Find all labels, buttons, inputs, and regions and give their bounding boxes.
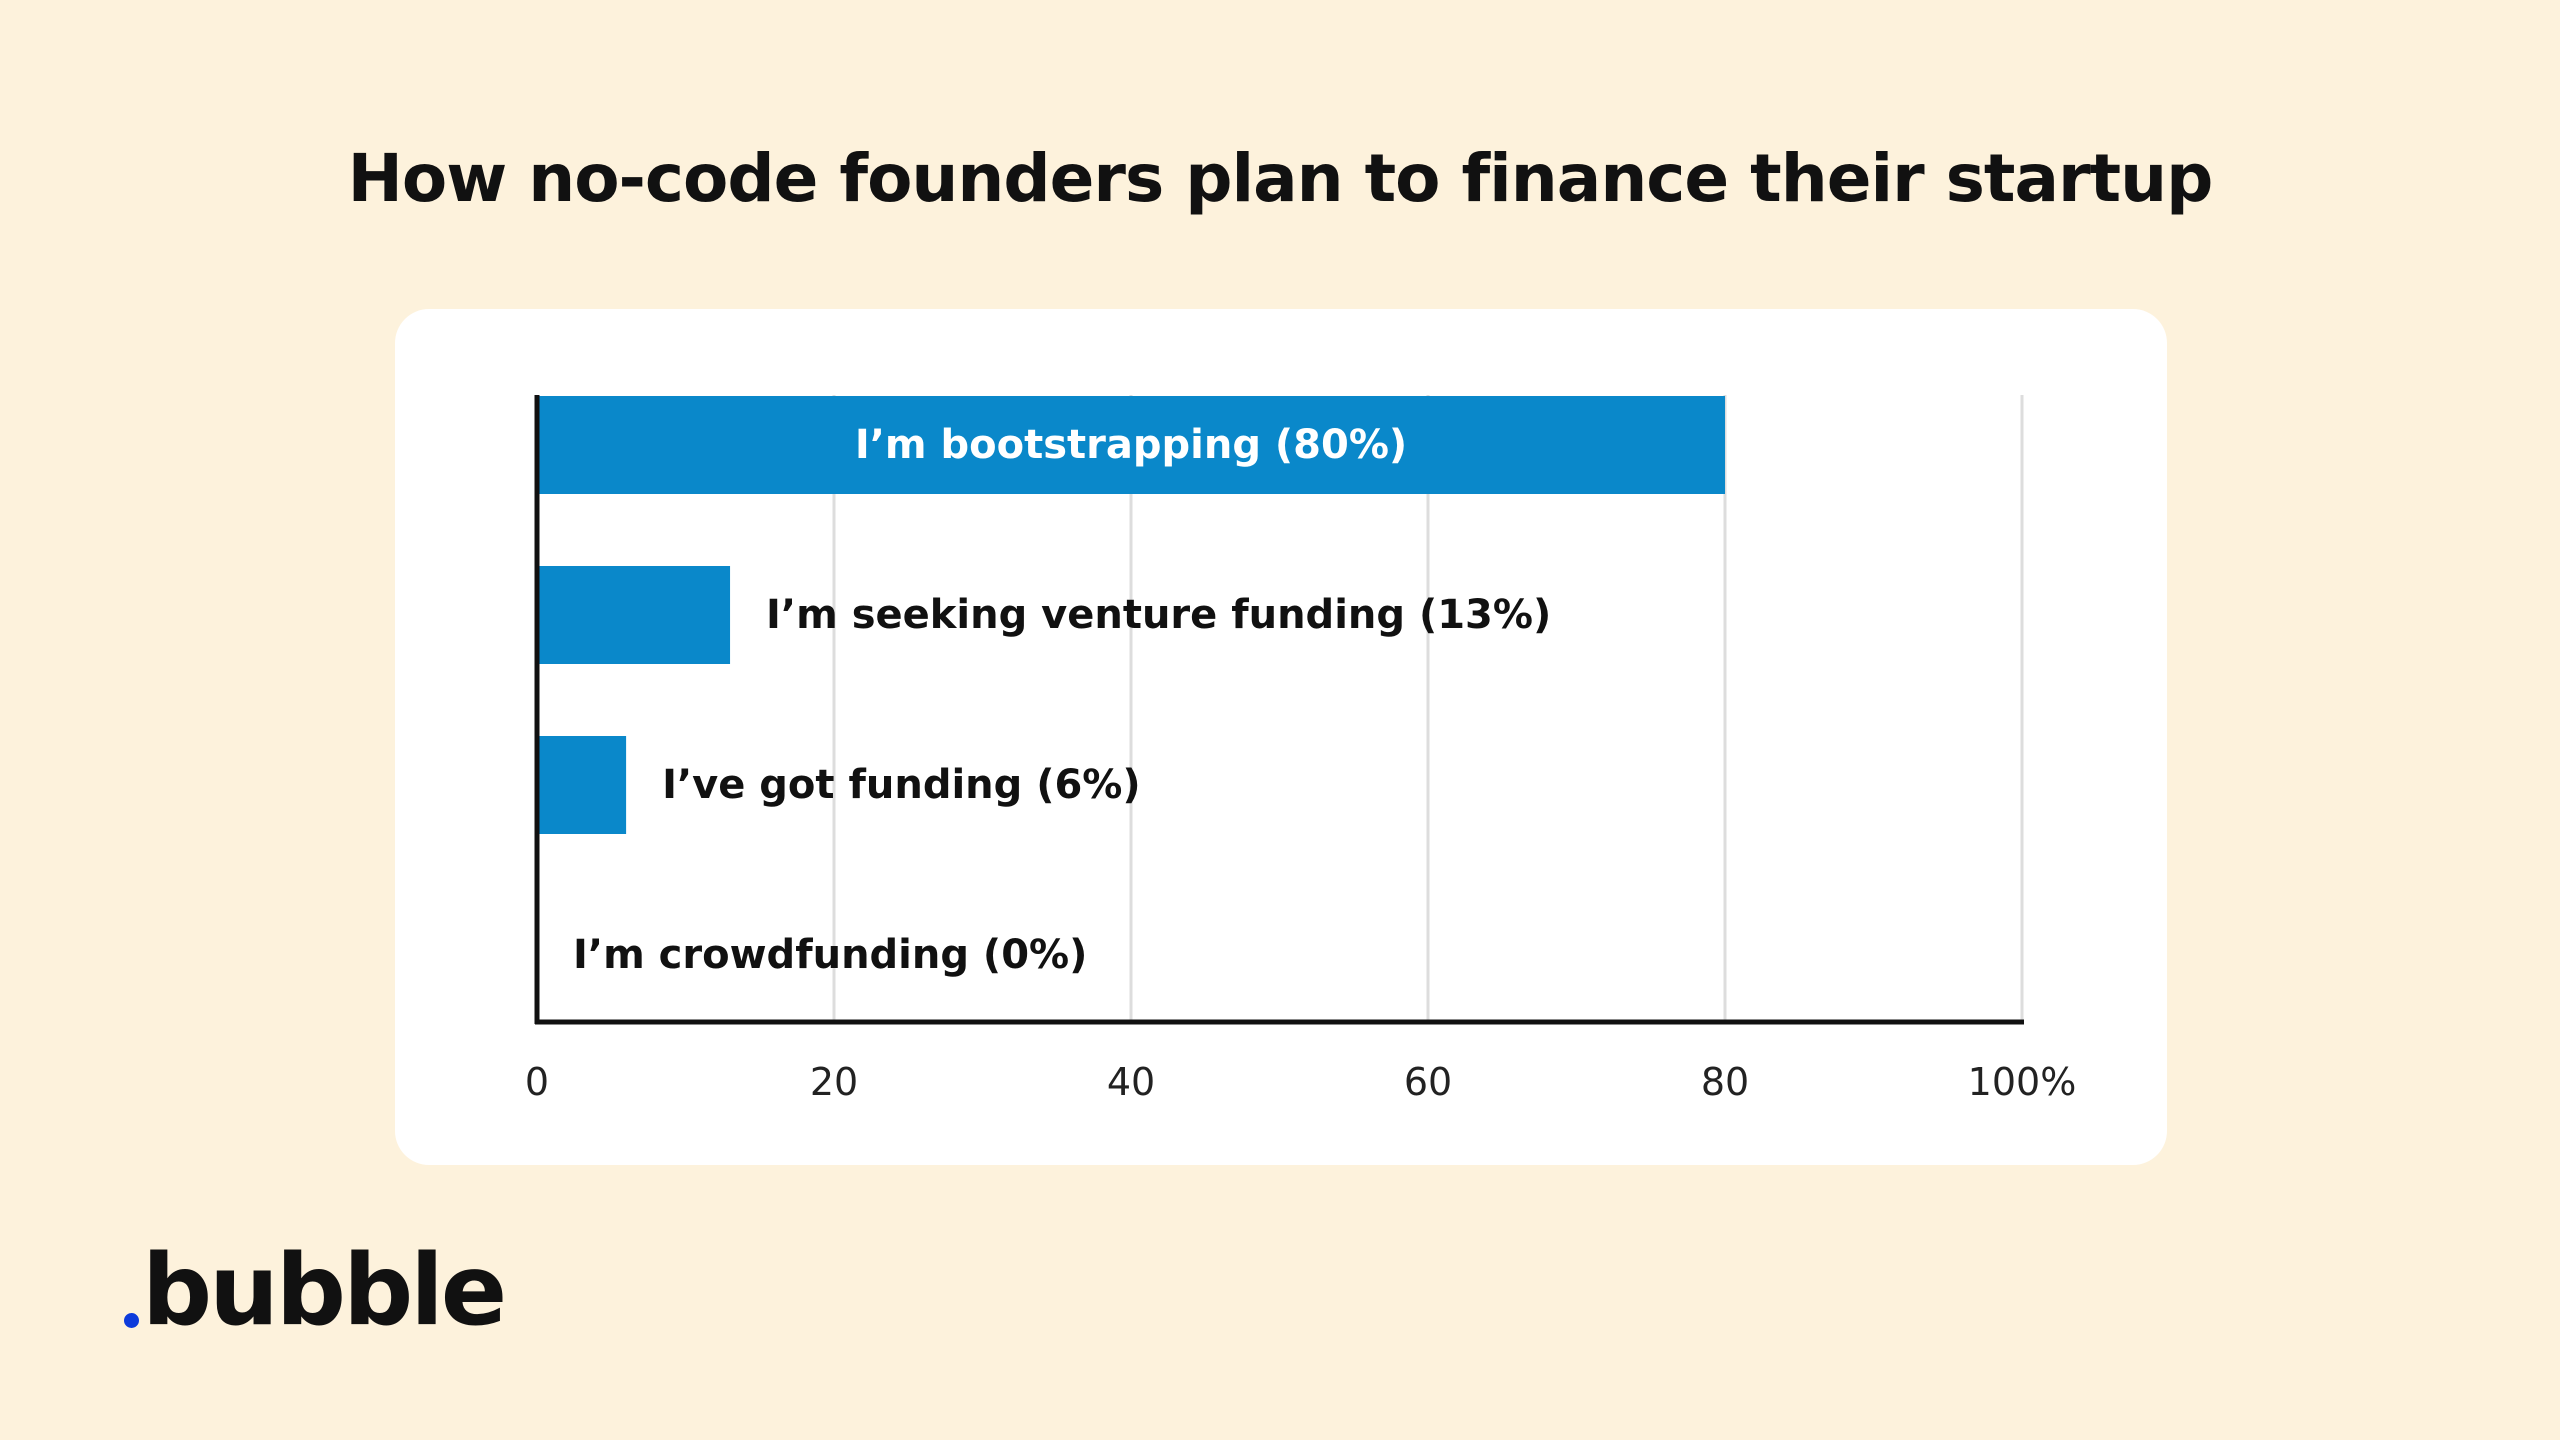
bar-labels: I’m bootstrapping (80%) I’m seeking ventu… bbox=[573, 422, 1551, 978]
bar bbox=[537, 566, 731, 664]
x-tick-label: 80 bbox=[1701, 1060, 1749, 1104]
bars bbox=[537, 396, 1725, 834]
logo-dot bbox=[124, 1313, 139, 1328]
bubble-logo: bubble bbox=[124, 1226, 507, 1348]
x-tick-label: 0 bbox=[525, 1060, 549, 1104]
x-tick-label: 40 bbox=[1107, 1060, 1155, 1104]
bar-label: I’m bootstrapping (80%) bbox=[855, 422, 1407, 468]
axes bbox=[534, 395, 2024, 1025]
page-title: How no-code founders plan to finance the… bbox=[347, 140, 2214, 217]
x-tick-labels: 0 20 40 60 80 100% bbox=[525, 1060, 2076, 1104]
logo-wordmark: bubble bbox=[142, 1234, 507, 1348]
bar bbox=[537, 736, 627, 834]
x-tick-label: 20 bbox=[810, 1060, 858, 1104]
bar-label: I’m crowdfunding (0%) bbox=[573, 932, 1087, 978]
bar-label: I’m seeking venture funding (13%) bbox=[766, 592, 1551, 638]
bar bbox=[537, 396, 1725, 494]
x-tick-label: 100% bbox=[1968, 1060, 2077, 1104]
bar-label: I’ve got funding (6%) bbox=[662, 762, 1141, 808]
x-tick-label: 60 bbox=[1404, 1060, 1452, 1104]
grid-lines bbox=[832, 395, 2024, 1022]
